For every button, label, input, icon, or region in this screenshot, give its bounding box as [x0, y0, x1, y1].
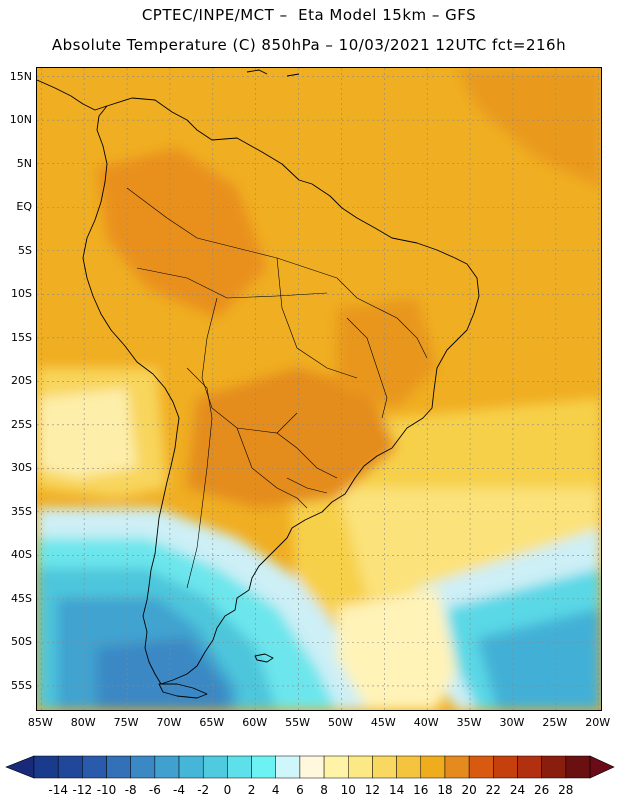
colorbar-label: 16	[413, 783, 429, 797]
colorbar-swatch	[202, 755, 228, 779]
colorbar-swatch	[33, 755, 59, 779]
colorbar-swatch	[323, 755, 349, 779]
colorbar-swatch	[348, 755, 373, 779]
lon-label: 55W	[285, 716, 310, 729]
lon-label: 35W	[456, 716, 482, 729]
colorbar-label: 14	[388, 783, 405, 797]
lat-label: EQ	[16, 200, 32, 214]
lat-label: 15S	[11, 330, 32, 344]
colorbar-label: 6	[296, 783, 304, 797]
lat-label: 45S	[11, 591, 32, 605]
lon-label: 85W	[27, 716, 53, 729]
colorbar-label: 26	[534, 783, 550, 797]
lat-label: 30S	[11, 461, 32, 475]
lon-label: 60W	[242, 716, 268, 729]
lon-label: 20W	[585, 716, 611, 729]
lat-label: 20S	[11, 374, 32, 388]
colorbar-swatch	[82, 755, 107, 779]
lat-label: 10N	[9, 113, 32, 127]
lat-label: 15N	[9, 69, 32, 83]
colorbar-label: 4	[271, 783, 280, 797]
lat-label: 25S	[11, 417, 32, 431]
colorbar-swatch	[299, 755, 325, 779]
colorbar-swatch	[493, 755, 518, 779]
lon-label: 50W	[328, 716, 353, 729]
country-borders	[126, 187, 428, 589]
colorbar-swatch	[541, 755, 567, 779]
temperature-colorbar	[5, 755, 615, 779]
colorbar-swatch	[275, 755, 301, 779]
colorbar-label: -14	[48, 783, 68, 797]
lon-label: 30W	[499, 716, 525, 729]
coastlines	[37, 69, 480, 699]
lat-lon-gridlines	[37, 68, 601, 710]
colorbar-label: 8	[320, 783, 328, 797]
lon-label: 75W	[113, 716, 139, 729]
colorbar-label: -12	[72, 783, 93, 797]
colorbar-swatch	[468, 755, 494, 779]
lat-label: 5S	[18, 243, 32, 257]
lon-label: 65W	[199, 716, 225, 729]
lon-label: 40W	[413, 716, 439, 729]
colorbar-swatch	[251, 755, 276, 779]
colorbar-label: -6	[148, 783, 161, 797]
colorbar-swatch	[444, 755, 470, 779]
colorbar-swatch	[565, 755, 591, 779]
colorbar-min-arrow	[5, 755, 35, 779]
colorbar-swatch	[517, 755, 542, 779]
colorbar-label: -4	[173, 783, 186, 797]
colorbar-swatch	[178, 755, 204, 779]
temperature-map	[36, 67, 602, 711]
colorbar-label: 10	[340, 783, 356, 797]
colorbar-label: 12	[364, 783, 381, 797]
colorbar-swatch	[57, 755, 83, 779]
colorbar-swatch	[372, 755, 397, 779]
lon-label: 45W	[370, 716, 396, 729]
colorbar-label: 24	[509, 783, 526, 797]
colorbar-label: 2	[247, 783, 256, 797]
colorbar-label: 18	[437, 783, 453, 797]
lon-label: 80W	[70, 716, 96, 729]
colorbar-label: 22	[485, 783, 501, 797]
colorbar-swatch	[396, 755, 422, 779]
colorbar-swatch	[130, 755, 156, 779]
colorbar-swatch	[420, 755, 446, 779]
colorbar-label: 0	[223, 783, 232, 797]
map-title-line1: CPTEC/INPE/MCT – Eta Model 15km – GFS	[141, 6, 477, 24]
lon-label: 70W	[156, 716, 182, 729]
temperature-field	[37, 68, 601, 710]
colorbar-max-arrow	[589, 755, 615, 779]
colorbar-label: -10	[96, 783, 117, 797]
lon-label: 25W	[542, 716, 568, 729]
colorbar-swatch	[106, 755, 131, 779]
colorbar-label: -2	[197, 783, 210, 797]
colorbar-swatch	[227, 755, 252, 779]
colorbar-swatch	[154, 755, 180, 779]
lat-label: 55S	[11, 678, 32, 692]
lat-label: 40S	[11, 548, 32, 562]
lat-label: 10S	[11, 287, 32, 301]
map-title-line2: Absolute Temperature (C) 850hPa – 10/03/…	[51, 36, 567, 54]
colorbar-label: -8	[124, 783, 137, 797]
lat-label: 50S	[11, 635, 32, 649]
colorbar-label: 28	[558, 783, 574, 797]
lat-label: 35S	[11, 504, 32, 518]
colorbar-label: 20	[461, 783, 477, 797]
lat-label: 5N	[16, 156, 32, 170]
